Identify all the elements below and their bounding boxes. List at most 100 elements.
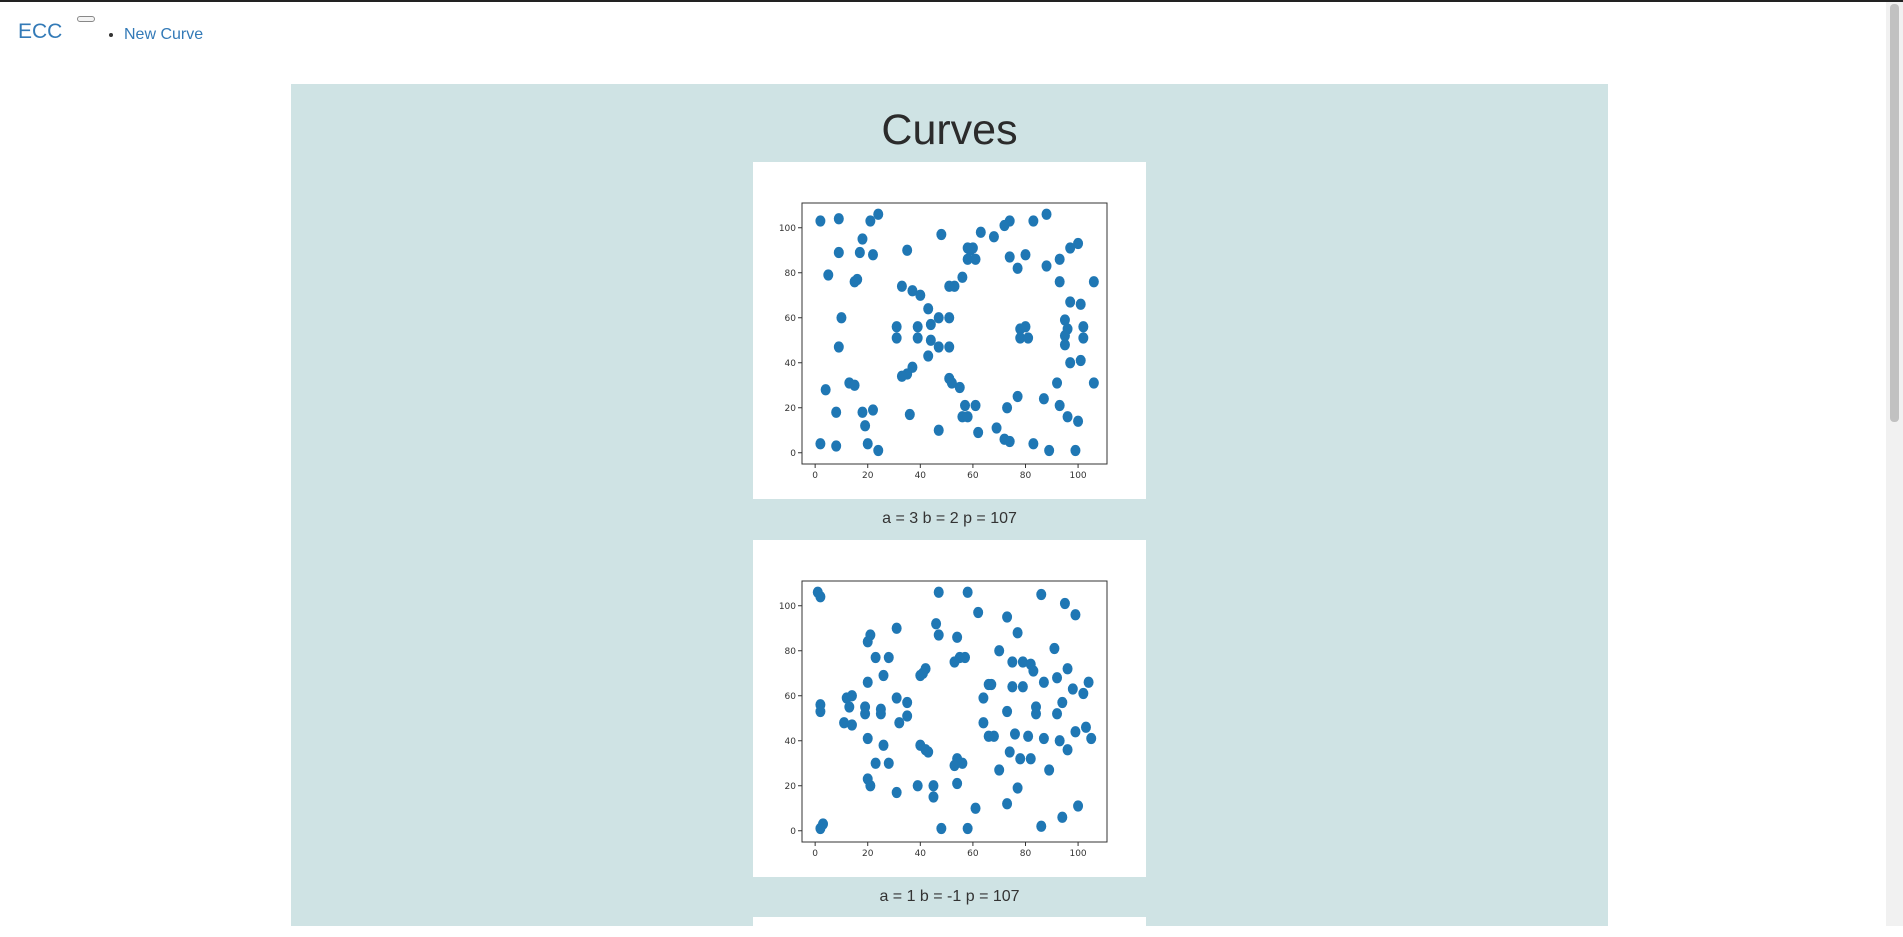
data-point bbox=[933, 586, 944, 598]
data-point bbox=[999, 219, 1010, 232]
nav-item-new-curve: New Curve bbox=[124, 26, 203, 44]
data-point bbox=[962, 586, 973, 598]
curve-plot-card-1: 0 20 40 60 80 100 0 20 40 60 80 100 bbox=[753, 162, 1146, 499]
data-point bbox=[833, 246, 844, 259]
plot-frame bbox=[801, 202, 1108, 465]
data-point bbox=[1036, 588, 1047, 601]
data-point bbox=[1073, 237, 1084, 250]
data-point bbox=[915, 289, 926, 301]
data-point bbox=[815, 438, 826, 450]
scatter-plot-1: 0 20 40 60 80 100 0 20 40 60 80 100 bbox=[779, 202, 1108, 481]
data-point bbox=[904, 408, 915, 421]
data-point bbox=[912, 332, 923, 344]
data-point bbox=[988, 730, 999, 742]
x-tick-label: 80 bbox=[1020, 849, 1032, 859]
navbar-toggle-button[interactable] bbox=[77, 16, 95, 22]
data-point bbox=[891, 622, 902, 634]
data-point bbox=[896, 370, 907, 382]
x-tick-label: 40 bbox=[915, 849, 927, 859]
data-point bbox=[988, 231, 999, 243]
x-tick-label: 20 bbox=[862, 471, 874, 481]
page-title: Curves bbox=[881, 106, 1018, 154]
data-point bbox=[944, 341, 955, 353]
data-point bbox=[1054, 253, 1065, 265]
data-point bbox=[1041, 208, 1052, 220]
data-point bbox=[1028, 665, 1039, 677]
data-point bbox=[1041, 260, 1052, 272]
y-tick-label: 60 bbox=[785, 314, 797, 324]
data-point bbox=[949, 759, 960, 772]
data-point bbox=[839, 717, 850, 729]
data-point bbox=[931, 618, 942, 630]
data-point bbox=[1036, 820, 1047, 832]
data-point bbox=[833, 213, 844, 225]
data-point bbox=[878, 669, 889, 682]
y-tick-label: 80 bbox=[785, 269, 797, 279]
data-point bbox=[1070, 444, 1081, 457]
data-point bbox=[1007, 681, 1018, 693]
x-tick-label: 100 bbox=[1069, 471, 1086, 481]
x-tick-label: 60 bbox=[967, 471, 979, 481]
data-point bbox=[854, 246, 865, 259]
brand-link[interactable]: ECC bbox=[18, 20, 63, 43]
data-point bbox=[849, 379, 860, 391]
data-point bbox=[1015, 753, 1026, 765]
scatter-plot-2: 0 20 40 60 80 100 0 20 40 60 80 100 bbox=[779, 580, 1108, 859]
data-point bbox=[1065, 357, 1076, 369]
data-point bbox=[975, 226, 986, 238]
data-point bbox=[1088, 276, 1099, 288]
data-point bbox=[846, 719, 857, 731]
data-point bbox=[962, 822, 973, 835]
data-point bbox=[1057, 811, 1068, 823]
data-point bbox=[907, 285, 918, 297]
data-point bbox=[1065, 242, 1076, 254]
data-point bbox=[894, 717, 905, 729]
data-point bbox=[954, 381, 965, 394]
data-point bbox=[862, 676, 873, 688]
data-point bbox=[883, 757, 894, 769]
data-point bbox=[1012, 390, 1023, 403]
data-point bbox=[928, 780, 939, 792]
data-point bbox=[891, 321, 902, 333]
data-point bbox=[1023, 730, 1034, 742]
data-point bbox=[917, 667, 928, 679]
data-point bbox=[923, 746, 934, 758]
data-point bbox=[873, 444, 884, 457]
data-point bbox=[870, 651, 881, 664]
data-point bbox=[875, 708, 886, 720]
y-tick-label: 0 bbox=[790, 449, 796, 459]
data-point bbox=[973, 426, 984, 439]
data-point bbox=[836, 312, 847, 324]
data-point bbox=[970, 802, 981, 814]
data-point bbox=[933, 629, 944, 641]
page-scrollbar[interactable] bbox=[1886, 2, 1903, 926]
data-point bbox=[1078, 321, 1089, 333]
data-point bbox=[1038, 732, 1049, 745]
curve-plot-card-3 bbox=[753, 917, 1146, 937]
data-point bbox=[902, 244, 913, 256]
nav-link-new-curve[interactable]: New Curve bbox=[124, 26, 204, 43]
data-point bbox=[1009, 728, 1020, 740]
data-point bbox=[1062, 411, 1073, 423]
data-point bbox=[1059, 330, 1070, 342]
data-point bbox=[936, 228, 947, 241]
data-point bbox=[923, 350, 934, 362]
data-point bbox=[896, 280, 907, 292]
data-point bbox=[1012, 782, 1023, 794]
data-point bbox=[865, 780, 876, 792]
data-point bbox=[994, 645, 1005, 657]
data-point bbox=[1028, 215, 1039, 227]
data-point bbox=[891, 786, 902, 799]
data-point bbox=[949, 656, 960, 668]
data-point bbox=[946, 377, 957, 389]
curve-caption-1: a = 3 b = 2 p = 107 bbox=[882, 510, 1017, 527]
x-tick-label: 0 bbox=[812, 849, 818, 859]
data-point bbox=[878, 739, 889, 751]
data-point bbox=[1054, 276, 1065, 288]
data-point bbox=[944, 280, 955, 292]
data-point bbox=[957, 757, 968, 769]
data-point bbox=[870, 757, 881, 769]
data-point bbox=[1075, 354, 1086, 367]
scrollbar-thumb[interactable] bbox=[1890, 4, 1899, 422]
data-point bbox=[991, 422, 1002, 434]
